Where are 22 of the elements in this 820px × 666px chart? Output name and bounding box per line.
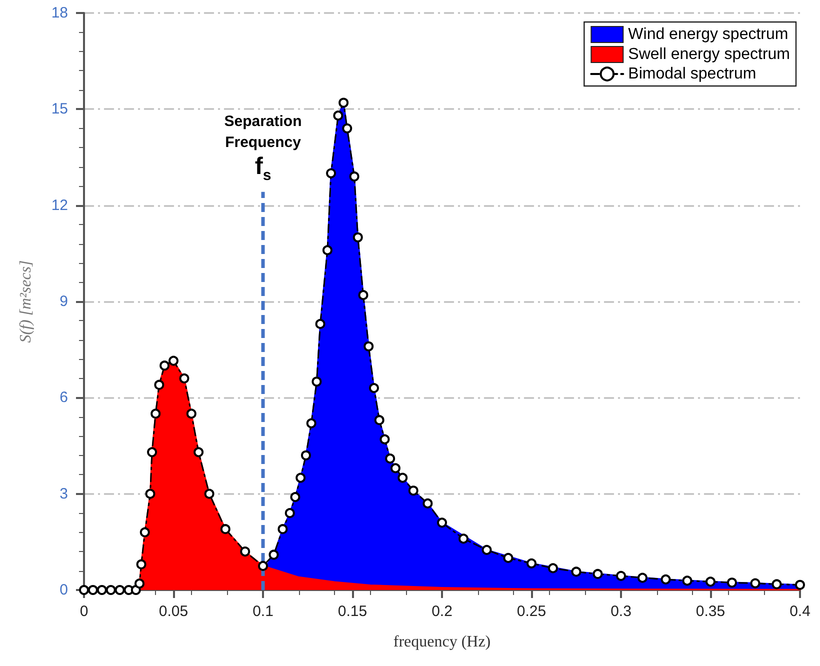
y-tick-label: 9 xyxy=(60,293,68,310)
y-tick-label: 12 xyxy=(51,196,68,214)
legend-label: Wind energy spectrum xyxy=(628,26,788,43)
x-tick-label: 0.05 xyxy=(158,603,188,620)
x-tick-label: 0.3 xyxy=(610,603,632,620)
y-tick-label: 15 xyxy=(51,100,68,118)
x-tick-label: 0.4 xyxy=(790,603,810,620)
legend-label: Swell energy spectrum xyxy=(628,46,790,63)
x-tick-label: 0.35 xyxy=(696,603,726,620)
y-tick-label: 6 xyxy=(60,389,68,406)
y-tick-label: 3 xyxy=(60,485,68,502)
x-tick-label: 0 xyxy=(80,603,88,620)
x-tick-label: 0.1 xyxy=(252,603,274,620)
x-tick-label: 0.2 xyxy=(432,603,452,620)
y-tick-label: 0 xyxy=(60,582,68,598)
x-axis-title: frequency (Hz) xyxy=(393,634,491,650)
x-tick-label: 0.25 xyxy=(516,603,546,620)
y-axis-title: S(f) [m²secs] xyxy=(18,260,34,343)
ref-line-label: Separation Frequency f$_{s}$ xyxy=(224,112,302,186)
y-tick-label: 18 xyxy=(51,4,68,22)
legend-label: Bimodal spectrum xyxy=(628,66,756,82)
x-tick-label: 0.15 xyxy=(338,603,368,620)
